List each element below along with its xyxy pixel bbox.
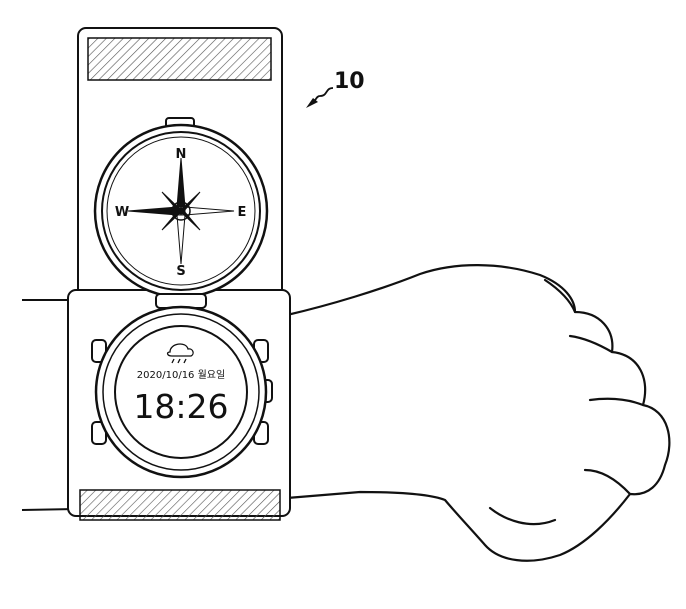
hatched-strap-top [88,38,271,80]
watch-date: 2020/10/16 월요일 [137,369,225,381]
reference-numeral: 10 [334,69,365,94]
watch-time: 18:26 [133,387,228,426]
hatched-strap-bottom [80,490,280,520]
compass-north-label: N [176,147,187,162]
reference-callout: 10 [306,69,365,108]
compass-south-label: S [176,264,185,279]
compass-west-label: W [115,205,129,220]
hand-fist [287,265,669,561]
compass-east-label: E [238,205,247,220]
